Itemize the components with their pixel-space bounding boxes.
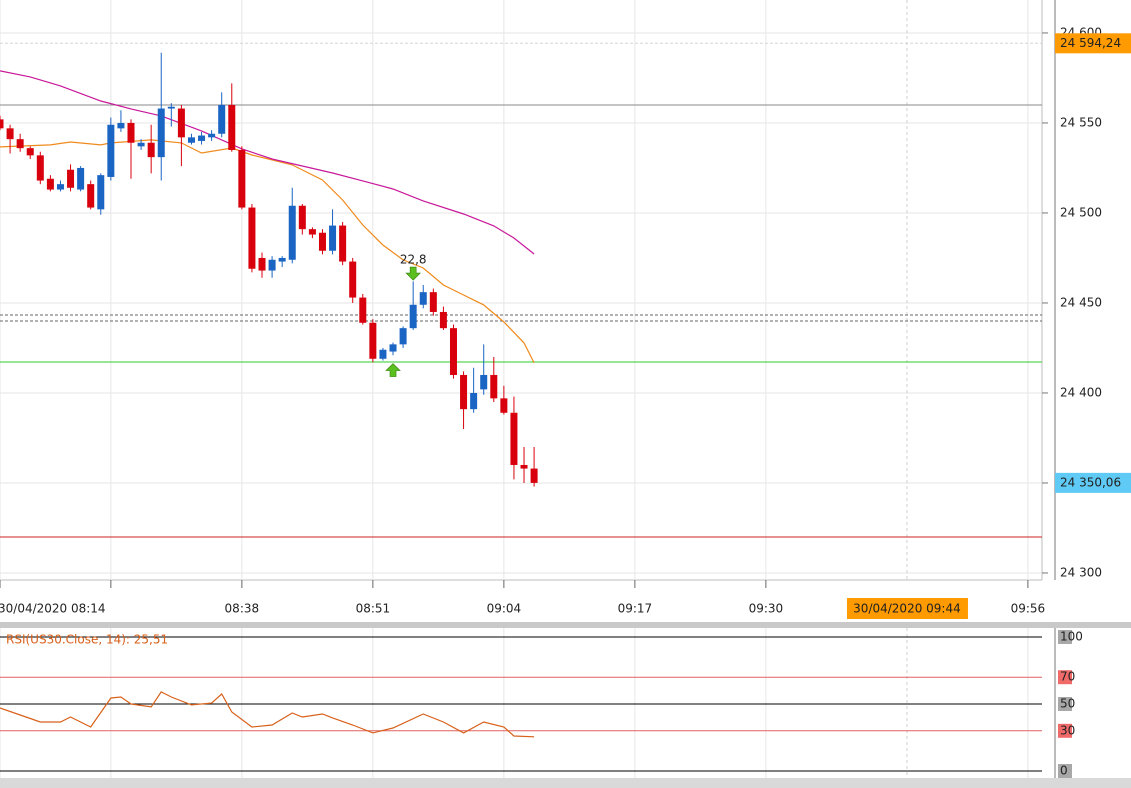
- candle-body: [56, 184, 64, 190]
- moving-average: [0, 70, 535, 255]
- x-tick-label: 09:30: [749, 602, 784, 616]
- candle-body: [278, 257, 286, 262]
- candle-body: [97, 175, 105, 210]
- candle-body: [198, 135, 206, 141]
- candle-body: [107, 124, 115, 177]
- candle-body: [248, 207, 256, 269]
- signal-arrow: [405, 266, 422, 281]
- candle-body: [187, 137, 195, 143]
- rsi-tick-label: 30: [1060, 723, 1075, 737]
- candle-body: [268, 259, 276, 271]
- candle-body: [218, 104, 226, 134]
- candle-body: [439, 311, 447, 329]
- candle-body: [510, 412, 518, 465]
- rsi-tick-label: 70: [1060, 670, 1075, 684]
- x-tick-label: 09:17: [618, 602, 653, 616]
- candle-body: [379, 349, 387, 359]
- candle-body: [419, 292, 427, 305]
- rsi-tick-label: 50: [1060, 697, 1075, 711]
- candle-body: [147, 142, 155, 158]
- candle-body: [26, 148, 34, 156]
- candle-body: [67, 169, 75, 188]
- rsi-tick-box: [1058, 764, 1072, 778]
- candle-body: [520, 464, 528, 469]
- bottom-bar: [0, 778, 1131, 788]
- y-tick-label: 24 450: [1060, 295, 1102, 309]
- candle-body: [429, 292, 437, 312]
- candle-body: [500, 398, 508, 413]
- rsi-tick-box: [1058, 670, 1072, 685]
- x-tick-label: 09:04: [487, 602, 522, 616]
- candle-body: [16, 139, 24, 149]
- candle-body: [460, 374, 468, 410]
- candle-body: [288, 205, 296, 260]
- rsi-tick-box: [1058, 697, 1072, 711]
- x-tick-label: 08:51: [356, 602, 391, 616]
- candle-body: [329, 225, 337, 251]
- candle-body: [399, 328, 407, 345]
- candle-body: [449, 328, 457, 375]
- candle-body: [308, 229, 316, 235]
- signal-label: 22,8: [400, 253, 427, 267]
- candle-body: [349, 261, 357, 298]
- x-tick-label: 30/04/2020 08:14: [0, 602, 106, 616]
- signal-arrow: [385, 363, 401, 377]
- candle-body: [6, 128, 14, 140]
- candle-body: [36, 155, 44, 181]
- candle-body: [167, 106, 175, 109]
- y-tick-label: 24 500: [1060, 205, 1102, 219]
- candle-body: [0, 119, 4, 129]
- candle-body: [339, 225, 347, 262]
- rsi-line: [0, 691, 535, 738]
- y-tick-label: 24 400: [1060, 385, 1102, 399]
- y-tick-label: 24 300: [1060, 565, 1102, 579]
- price-label-box: [1055, 33, 1131, 54]
- candle-body: [228, 104, 236, 150]
- candle-body: [46, 178, 54, 190]
- rsi-tick-label: 0: [1060, 764, 1068, 778]
- candle-body: [127, 122, 135, 143]
- candle-body: [77, 167, 85, 190]
- x-tick-label: 08:38: [225, 602, 260, 616]
- candle-body: [117, 122, 125, 129]
- price-label: 24 594,24: [1060, 36, 1121, 50]
- candle-body: [369, 322, 377, 359]
- x-tick-label: 09:56: [1011, 602, 1046, 616]
- pane-separator: [0, 622, 1131, 628]
- candle-body: [87, 184, 95, 208]
- candle-body: [389, 344, 397, 352]
- candle-body: [298, 205, 306, 230]
- crosshair-label-box: [846, 598, 968, 619]
- price-label-box: [1055, 472, 1131, 493]
- rsi-tick-label: 100: [1060, 630, 1083, 644]
- y-tick-label: 24 550: [1060, 115, 1102, 129]
- candle-body: [177, 108, 185, 138]
- candle-body: [409, 304, 417, 329]
- candle-body: [238, 149, 246, 208]
- candle-body: [530, 468, 538, 483]
- price-axis-panel: [1042, 0, 1131, 788]
- candle-body: [137, 142, 145, 147]
- candle-body: [258, 257, 266, 271]
- price-label: 24 350,06: [1060, 475, 1121, 489]
- candle-body: [157, 108, 165, 158]
- candle-body: [470, 392, 478, 410]
- rsi-tick-box: [1058, 723, 1072, 738]
- rsi-tick-box: [1058, 630, 1072, 644]
- candle-body: [318, 232, 326, 251]
- crosshair-label: 30/04/2020 09:44: [853, 602, 961, 616]
- candle-body: [490, 374, 498, 399]
- rsi-title: RSI(US30.Close, 14): 25,51: [6, 633, 168, 647]
- candle-body: [359, 297, 367, 323]
- candle-body: [208, 133, 216, 138]
- candle-body: [480, 374, 488, 390]
